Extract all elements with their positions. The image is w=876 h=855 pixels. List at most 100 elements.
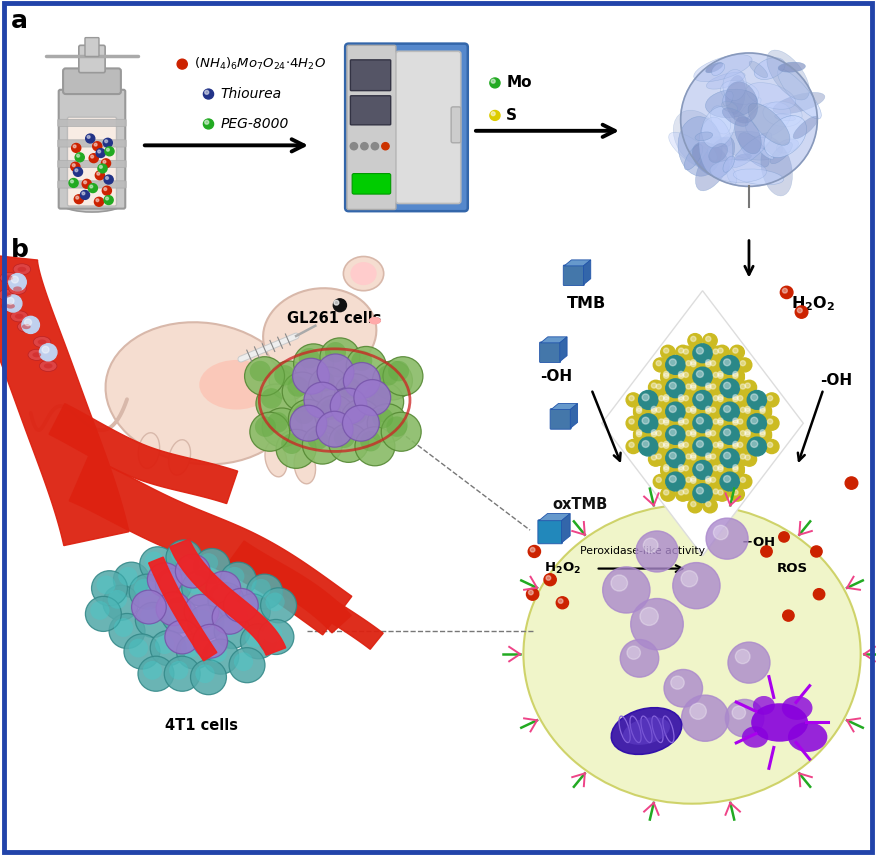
Ellipse shape <box>723 69 746 101</box>
Circle shape <box>688 404 703 417</box>
Circle shape <box>103 139 112 147</box>
Circle shape <box>740 431 745 436</box>
Ellipse shape <box>294 448 315 484</box>
Circle shape <box>733 348 738 353</box>
Circle shape <box>656 454 661 459</box>
Circle shape <box>679 418 684 423</box>
Circle shape <box>169 661 188 680</box>
Circle shape <box>765 439 779 453</box>
Circle shape <box>629 419 634 424</box>
Polygon shape <box>170 540 286 655</box>
Polygon shape <box>282 574 383 649</box>
Circle shape <box>190 660 226 694</box>
Circle shape <box>706 360 711 365</box>
Polygon shape <box>0 253 129 545</box>
Circle shape <box>250 412 290 451</box>
Circle shape <box>738 396 743 401</box>
Circle shape <box>666 402 685 421</box>
Circle shape <box>683 381 697 395</box>
Circle shape <box>287 376 308 397</box>
Ellipse shape <box>15 314 24 319</box>
Circle shape <box>225 567 244 586</box>
Circle shape <box>9 274 26 291</box>
Circle shape <box>706 408 711 413</box>
Circle shape <box>661 462 675 476</box>
FancyBboxPatch shape <box>59 90 125 209</box>
Ellipse shape <box>735 116 761 154</box>
Circle shape <box>740 454 745 459</box>
Circle shape <box>710 463 724 477</box>
Polygon shape <box>570 404 577 428</box>
Circle shape <box>724 359 731 366</box>
Circle shape <box>281 433 302 454</box>
Circle shape <box>706 383 711 388</box>
Circle shape <box>135 602 172 638</box>
Ellipse shape <box>752 703 809 741</box>
Circle shape <box>733 374 738 379</box>
Ellipse shape <box>696 137 735 191</box>
Circle shape <box>706 455 711 460</box>
Circle shape <box>703 404 717 417</box>
Circle shape <box>686 477 691 482</box>
Circle shape <box>686 431 691 436</box>
Circle shape <box>213 587 232 606</box>
Circle shape <box>656 361 661 366</box>
Circle shape <box>715 439 730 452</box>
Circle shape <box>767 442 773 447</box>
Circle shape <box>639 391 658 410</box>
Circle shape <box>104 188 107 191</box>
FancyBboxPatch shape <box>550 409 571 429</box>
Circle shape <box>307 429 328 450</box>
Ellipse shape <box>694 55 752 82</box>
Circle shape <box>733 490 738 495</box>
Circle shape <box>735 393 749 407</box>
Circle shape <box>745 408 750 413</box>
Circle shape <box>760 432 766 437</box>
Circle shape <box>717 443 723 448</box>
Circle shape <box>653 358 668 372</box>
Circle shape <box>663 464 668 469</box>
Text: 24: 24 <box>361 103 380 117</box>
Circle shape <box>320 338 360 377</box>
Circle shape <box>282 372 322 411</box>
Circle shape <box>102 159 110 168</box>
Circle shape <box>334 300 339 305</box>
FancyBboxPatch shape <box>63 68 121 94</box>
Circle shape <box>738 475 752 488</box>
Circle shape <box>730 417 745 431</box>
Circle shape <box>715 440 730 455</box>
Circle shape <box>693 414 712 433</box>
Circle shape <box>708 428 722 442</box>
Circle shape <box>686 384 691 389</box>
Ellipse shape <box>4 275 13 280</box>
Circle shape <box>681 346 695 360</box>
Ellipse shape <box>18 267 26 272</box>
Circle shape <box>717 441 723 446</box>
Circle shape <box>693 461 712 480</box>
Circle shape <box>779 532 789 542</box>
Ellipse shape <box>774 114 795 121</box>
Circle shape <box>703 474 717 487</box>
Circle shape <box>636 406 641 411</box>
Circle shape <box>648 429 663 443</box>
Circle shape <box>255 416 276 437</box>
Ellipse shape <box>722 131 782 160</box>
Circle shape <box>740 477 745 482</box>
Ellipse shape <box>11 311 28 322</box>
Ellipse shape <box>761 141 793 196</box>
Circle shape <box>717 420 723 425</box>
Circle shape <box>652 383 657 388</box>
Circle shape <box>251 579 271 598</box>
Text: °C: °C <box>389 68 399 78</box>
Polygon shape <box>562 514 570 543</box>
Circle shape <box>708 451 722 465</box>
Circle shape <box>760 430 766 435</box>
Ellipse shape <box>723 108 748 127</box>
Text: $(NH_4)_6Mo_7O_{24}{\cdot}4H_2O$: $(NH_4)_6Mo_7O_{24}{\cdot}4H_2O$ <box>194 56 327 72</box>
Circle shape <box>724 382 731 389</box>
Circle shape <box>194 549 230 583</box>
Circle shape <box>688 427 703 441</box>
Circle shape <box>276 429 316 469</box>
Circle shape <box>669 405 676 412</box>
Circle shape <box>151 631 186 665</box>
